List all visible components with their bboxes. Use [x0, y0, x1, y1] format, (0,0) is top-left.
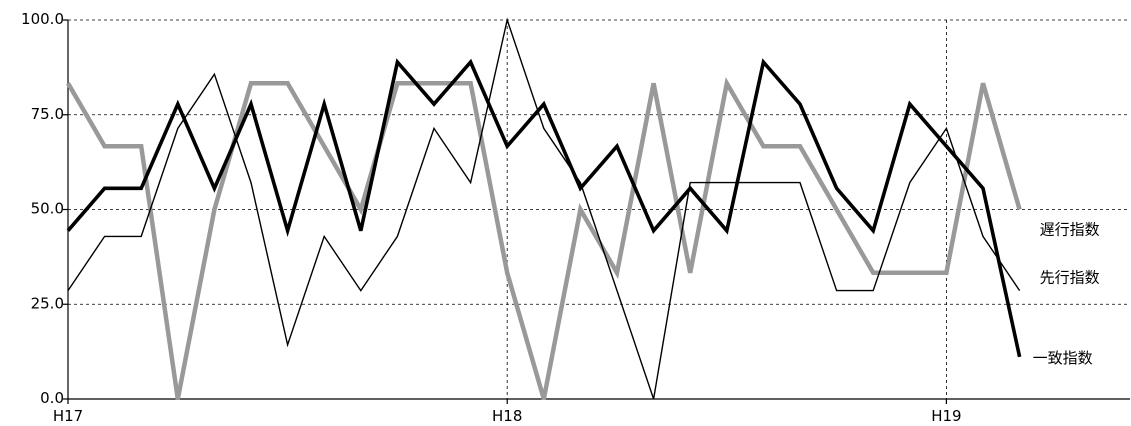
- y-tick-label: 50.0: [31, 200, 64, 218]
- series-label-leading-index: 先行指数: [1040, 269, 1100, 287]
- labels: 0.0 25.0 50.0 75.0 100.0 H17 H18 H19 遅行指数先行指数一致指…: [21, 10, 1100, 425]
- y-tick-label: 75.0: [31, 105, 64, 123]
- grid: [68, 19, 1130, 399]
- y-tick-label: 100.0: [21, 10, 64, 28]
- axes: [63, 19, 1130, 404]
- series-line-coincident-index: [66, 58, 1022, 358]
- y-tick-label: 25.0: [31, 294, 64, 312]
- y-tick-label: 0.0: [40, 389, 64, 407]
- x-tick-label: H17: [53, 407, 83, 425]
- series-label-coincident-index: 一致指数: [1033, 349, 1093, 367]
- series-line-lagging-index: [66, 76, 1022, 400]
- x-tick-label: H19: [931, 407, 961, 425]
- series: [66, 17, 1022, 400]
- x-tick-label: H18: [492, 407, 522, 425]
- series-label-lagging-index: 遅行指数: [1040, 221, 1100, 239]
- series-line-leading-index: [67, 17, 1021, 400]
